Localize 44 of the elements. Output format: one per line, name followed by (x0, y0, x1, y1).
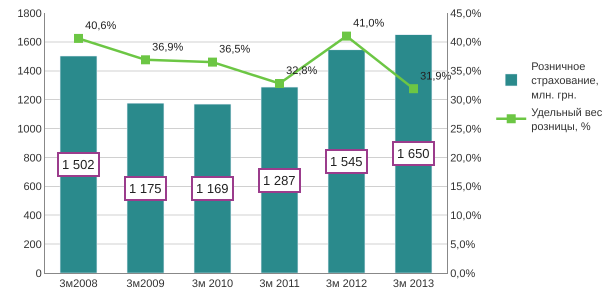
y2-tick-label: 35,0% (450, 66, 482, 78)
x-tick-label: 3м 2012 (326, 278, 368, 290)
y-tick-label: 1600 (17, 36, 42, 49)
point (409, 84, 418, 94)
x-tick-label: 3м 2010 (192, 278, 234, 290)
y-tick-label: 1200 (17, 94, 42, 107)
y2-tick-label: 20,0% (450, 152, 482, 164)
x-tick-label: 3м 2013 (392, 278, 434, 290)
y2-tick-label: 30,0% (450, 94, 482, 107)
y-tick-label: 800 (23, 152, 42, 164)
data-label: 1 169 (196, 181, 229, 196)
data-label: 41,0% (353, 18, 385, 30)
y-tick-label: 1000 (17, 123, 42, 136)
y2-tick-label: 0,0% (450, 268, 476, 280)
data-label: 40,6% (85, 20, 117, 32)
y-tick-label: 1800 (17, 8, 42, 20)
point (74, 34, 83, 43)
x-tick-label: 3м 2011 (259, 278, 300, 290)
data-label: 1 175 (129, 181, 162, 196)
data-label: 1 502 (62, 157, 95, 172)
data-label: 1 287 (263, 173, 296, 188)
y2-tick-label: 15,0% (450, 181, 482, 194)
point (141, 55, 150, 64)
y2-tick-label: 40,0% (450, 36, 482, 49)
y-tick-label: 600 (23, 181, 42, 194)
y-tick-label: 200 (23, 238, 42, 251)
point (275, 78, 284, 88)
y-tick-label: 0 (36, 268, 42, 280)
x-tick-label: 3м2009 (126, 278, 165, 290)
y-tick-label: 400 (23, 210, 42, 222)
y2-tick-label: 45,0% (450, 8, 482, 20)
legend-label: Удельный вес розницы, % (531, 106, 603, 134)
y2-tick-label: 25,0% (450, 123, 482, 136)
legend-label: Розничное страхование, млн. грн. (531, 60, 599, 102)
data-label: 36,5% (219, 44, 251, 56)
point (342, 32, 351, 41)
data-label: 36,9% (152, 41, 184, 54)
y2-tick-label: 10,0% (450, 210, 482, 222)
data-label: 1 545 (330, 154, 363, 169)
data-label: 1 650 (397, 146, 430, 161)
point (208, 58, 217, 67)
y-tick-label: 1400 (17, 66, 42, 78)
x-tick-label: 3м2008 (59, 278, 98, 290)
y2-tick-label: 5,0% (450, 238, 476, 251)
